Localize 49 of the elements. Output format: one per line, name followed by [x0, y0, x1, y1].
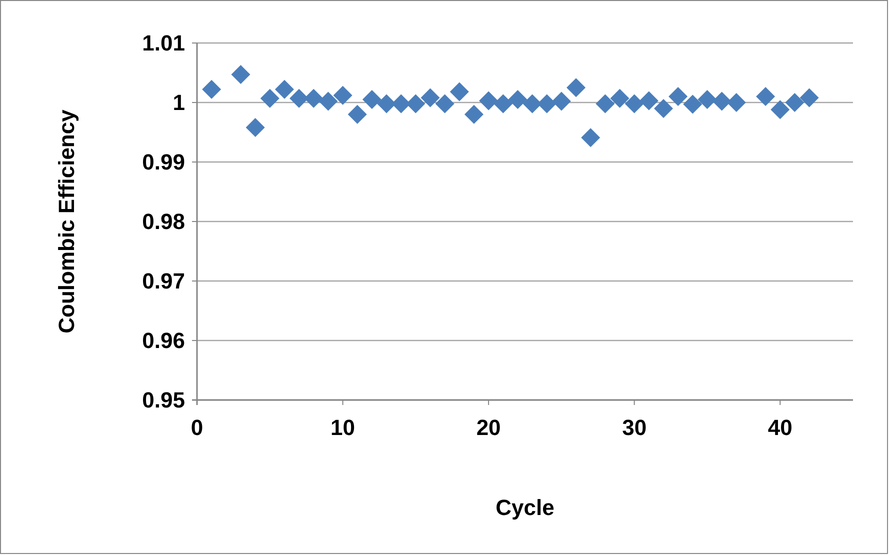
- point: [552, 92, 571, 111]
- point: [318, 92, 338, 111]
- point: [639, 91, 658, 110]
- point: [246, 118, 265, 137]
- point: [596, 94, 615, 114]
- point: [756, 87, 776, 106]
- point: [581, 128, 600, 148]
- point: [508, 90, 528, 110]
- y-axis-title: Coulombic Efficiency: [54, 108, 79, 334]
- y-tick-label: 1: [172, 90, 185, 116]
- point: [362, 90, 382, 110]
- point: [231, 65, 250, 84]
- point: [668, 87, 688, 106]
- x-tick-label: 20: [476, 415, 501, 440]
- point: [610, 88, 630, 108]
- point: [274, 80, 294, 99]
- point: [683, 94, 702, 114]
- point: [260, 88, 280, 108]
- point: [435, 94, 454, 114]
- point: [785, 93, 804, 112]
- point: [333, 86, 352, 105]
- y-tick-label: 0.96: [142, 328, 185, 354]
- point: [800, 88, 819, 108]
- point: [624, 94, 644, 114]
- point: [698, 90, 717, 110]
- point: [654, 98, 673, 118]
- point: [304, 88, 324, 108]
- x-tick-label: 30: [622, 415, 647, 440]
- point: [770, 100, 790, 120]
- point: [566, 78, 586, 98]
- point: [202, 80, 222, 99]
- point: [450, 82, 469, 102]
- y-tick-label: 0.95: [142, 388, 185, 413]
- point: [494, 94, 513, 114]
- point: [420, 88, 440, 108]
- point: [479, 91, 498, 110]
- y-tick-label: 1.01: [142, 30, 185, 56]
- y-tick-label: 0.98: [142, 209, 185, 234]
- x-tick-label: 40: [768, 415, 792, 440]
- point: [726, 93, 746, 112]
- x-tick-label: 0: [190, 415, 204, 440]
- y-tick-label: 0.99: [142, 150, 185, 175]
- point: [464, 104, 484, 124]
- point: [348, 104, 367, 124]
- x-axis-title: Cycle: [496, 495, 554, 520]
- point: [712, 92, 732, 111]
- y-tick-label: 0.97: [142, 268, 185, 294]
- x-tick-label: 10: [330, 415, 356, 440]
- point: [406, 94, 426, 114]
